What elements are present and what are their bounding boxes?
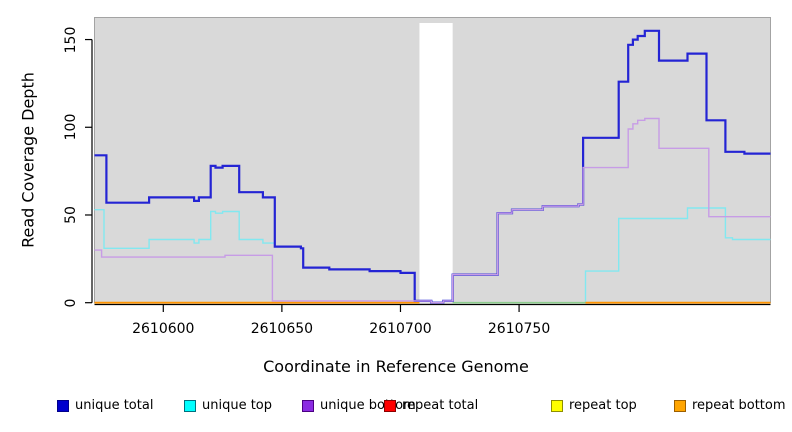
x-tick-label: 2610600 — [132, 321, 195, 337]
legend-label: repeat total — [402, 398, 479, 413]
y-tick-label: 100 — [63, 113, 79, 141]
x-tick-label: 2610700 — [369, 321, 432, 337]
series-unique-bottom — [94, 117, 771, 304]
legend-item-repeat-total: repeat total — [384, 399, 478, 413]
legend-swatch-icon — [384, 400, 396, 412]
legend-item-repeat-top: repeat top — [551, 399, 637, 413]
y-axis-title: Read Coverage Depth — [18, 72, 38, 248]
legend-label: repeat bottom — [692, 398, 786, 413]
legend-swatch-icon — [302, 400, 314, 412]
legend-swatch-icon — [184, 400, 196, 412]
legend-label: unique top — [202, 398, 273, 413]
x-tick-label: 2610750 — [487, 321, 551, 337]
legend-swatch-icon — [674, 400, 686, 412]
legend-swatch-icon — [551, 400, 563, 412]
y-tick-label: 150 — [63, 26, 79, 53]
legend-label: unique total — [75, 398, 154, 413]
series-unique-top — [452, 207, 771, 304]
y-tick-label: 0 — [63, 298, 79, 308]
y-tick-label: 50 — [63, 206, 79, 224]
coverage-gap-band — [419, 23, 453, 303]
x-tick-label: 2610650 — [250, 321, 314, 337]
legend-item-repeat-bottom: repeat bottom — [674, 399, 786, 413]
legend-item-unique-total: unique total — [57, 399, 153, 413]
legend-swatch-icon — [57, 400, 69, 412]
legend-label: repeat top — [569, 398, 637, 413]
x-axis-title: Coordinate in Reference Genome — [263, 357, 529, 376]
legend-item-unique-top: unique top — [184, 399, 272, 413]
